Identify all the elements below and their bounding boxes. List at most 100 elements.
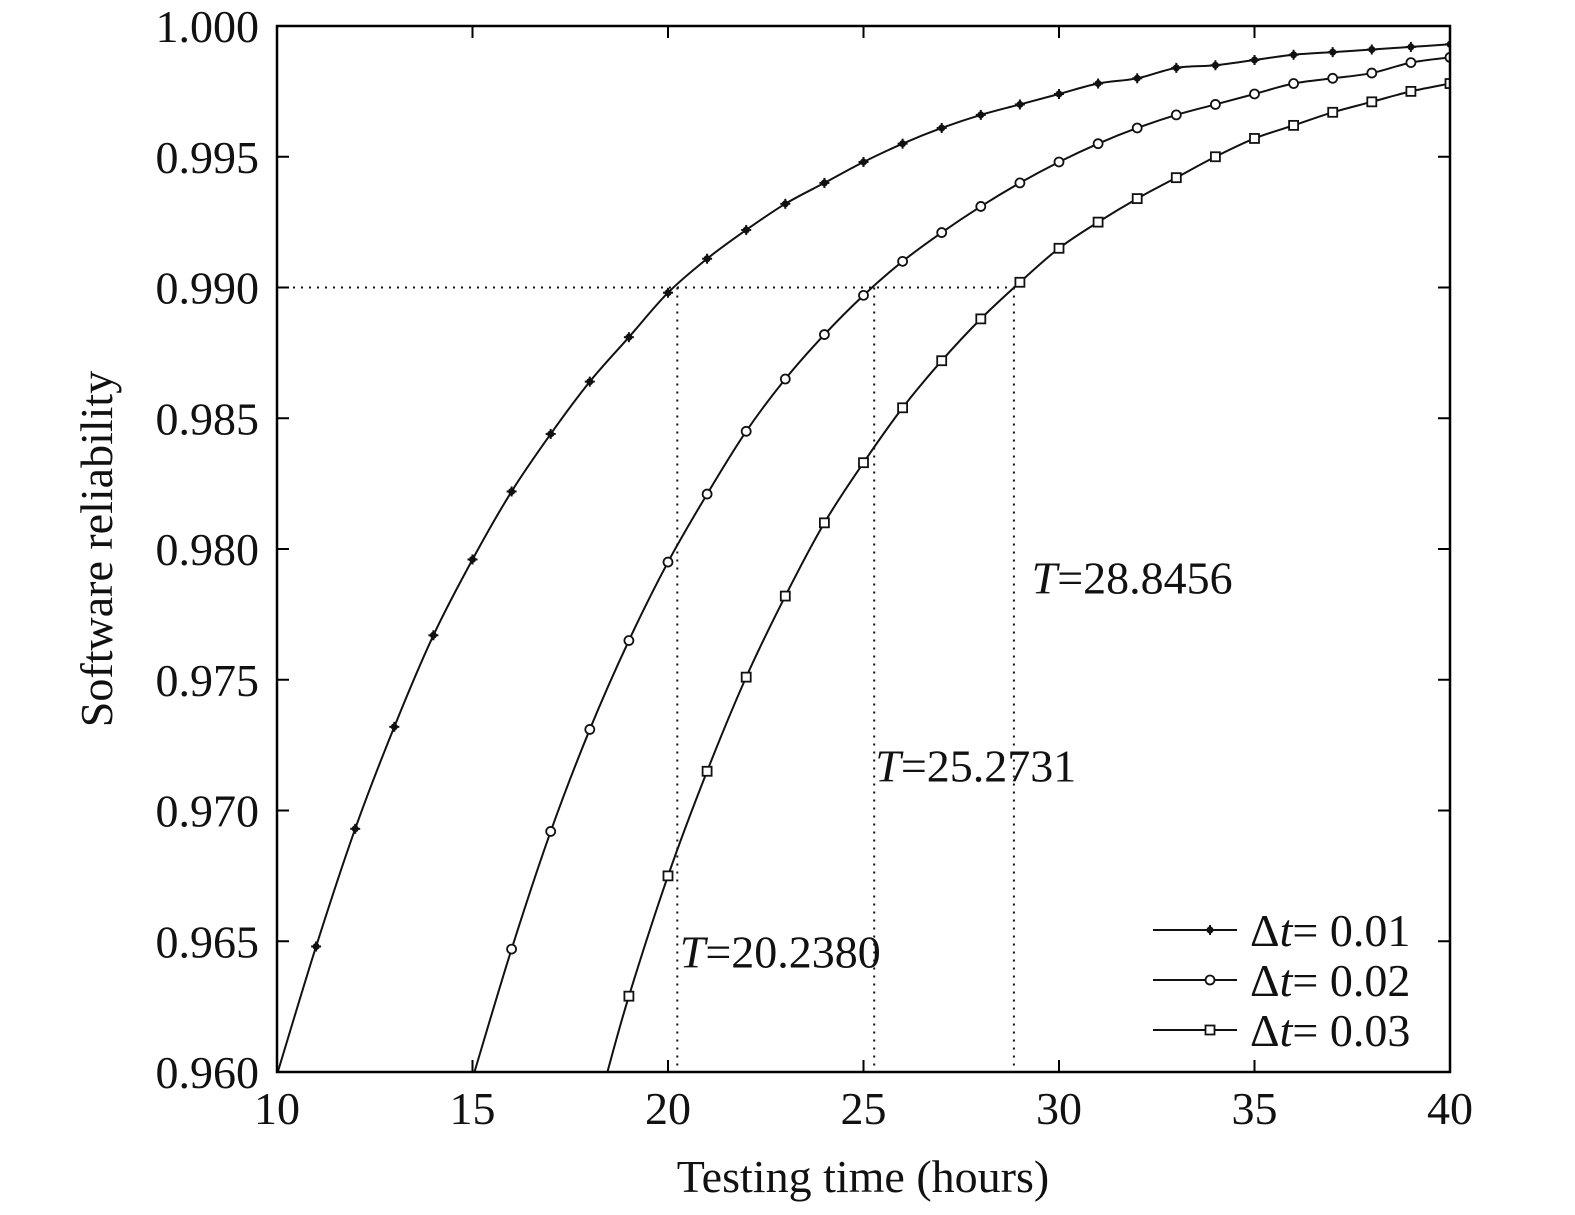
data-point (1327, 106, 1339, 118)
data-point (740, 671, 752, 683)
data-point (1053, 156, 1065, 168)
y-axis-title: Software reliability (71, 371, 122, 727)
reliability-time-annotation: T=25.2731 (875, 741, 1076, 792)
legend-label: Δt= 0.02 (1250, 955, 1410, 1006)
data-point (701, 488, 713, 500)
x-tick-label: 10 (254, 1083, 300, 1134)
data-point (897, 255, 908, 267)
data-point (1204, 1024, 1216, 1036)
annotation-italic: T (680, 926, 709, 977)
data-point (936, 355, 948, 367)
y-tick-label: 0.970 (156, 786, 260, 837)
plot-clip-group (277, 39, 1450, 1072)
y-tick-label: 0.960 (156, 1047, 260, 1098)
data-point (975, 201, 987, 212)
data-point (506, 943, 518, 955)
data-point (662, 556, 674, 568)
data-point (623, 635, 635, 646)
data-point (740, 425, 752, 437)
legend-delta: Δ (1250, 1005, 1280, 1056)
reliability-time-annotation: T=20.2380 (680, 926, 881, 977)
data-point (819, 329, 830, 340)
y-tick-label: 1.000 (156, 1, 260, 52)
series-1 (277, 39, 1450, 1072)
data-point (623, 990, 635, 1002)
data-point (1249, 88, 1260, 100)
data-point (1092, 216, 1104, 228)
y-tick-label: 0.985 (156, 393, 260, 444)
legend-value: = 0.03 (1292, 1005, 1410, 1056)
y-tick-label: 0.990 (156, 263, 260, 314)
annotation-value: =25.2731 (901, 741, 1076, 792)
annotation-italic: T (875, 741, 904, 792)
data-point (1204, 974, 1216, 986)
data-point (1170, 109, 1182, 121)
x-axis-title: Testing time (hours) (677, 1151, 1049, 1202)
annotation-value: =28.8456 (1057, 552, 1232, 603)
y-tick-label: 0.995 (156, 132, 260, 183)
x-tick-label: 40 (1427, 1083, 1473, 1134)
data-point (545, 826, 557, 837)
x-tick-label: 20 (645, 1083, 691, 1134)
legend-italic: t (1280, 905, 1294, 956)
y-tick-label: 0.975 (156, 655, 260, 706)
x-tick-label: 25 (841, 1083, 887, 1134)
y-tick-label: 0.980 (156, 524, 260, 575)
data-point (858, 289, 869, 301)
legend-entry: Δt= 0.03 (1153, 1005, 1410, 1056)
data-point (701, 765, 713, 777)
data-point (1210, 99, 1221, 110)
annotation-value: =20.2380 (705, 926, 880, 977)
legend-value: = 0.02 (1292, 955, 1410, 1006)
data-point (1288, 119, 1299, 131)
data-point (1170, 172, 1182, 184)
annotation-italic: T (1032, 552, 1061, 603)
legend-label: Δt= 0.01 (1250, 905, 1410, 956)
plot-area (277, 39, 1450, 1072)
legend-delta: Δ (1250, 955, 1280, 1006)
y-tick-label: 0.965 (156, 916, 260, 967)
data-point (975, 313, 987, 325)
series-line (473, 56, 1450, 1072)
data-point (1092, 138, 1104, 150)
legend-italic: t (1280, 955, 1294, 1006)
data-point (779, 373, 791, 385)
data-point (1249, 133, 1260, 144)
legend-delta: Δ (1250, 905, 1280, 956)
legend-value: = 0.01 (1292, 905, 1410, 956)
x-tick-label: 30 (1036, 1083, 1082, 1134)
legend-label: Δt= 0.03 (1250, 1005, 1410, 1056)
data-point (1131, 122, 1143, 134)
data-point (1053, 242, 1065, 254)
data-point (1444, 78, 1450, 89)
data-point (1210, 151, 1221, 163)
data-point (779, 590, 791, 602)
data-point (584, 724, 596, 735)
series-3 (606, 78, 1450, 1072)
axis-ticks (276, 25, 1451, 1073)
data-point (1366, 67, 1378, 79)
data-point (1405, 85, 1417, 97)
data-point (1327, 72, 1339, 84)
axis-tick-labels: 10 15 20 25 30 35 40 0.960 0.965 0.970 0.975 0.980 0… (156, 1, 1474, 1134)
legend-entry: Δt= 0.02 (1153, 955, 1410, 1006)
data-point (1288, 78, 1299, 89)
series-2 (473, 51, 1450, 1072)
data-point (1131, 193, 1143, 204)
data-point (1014, 276, 1026, 288)
data-point (1405, 57, 1417, 69)
data-point (662, 870, 674, 882)
x-tick-label: 15 (450, 1083, 496, 1134)
legend-entry: Δt= 0.01 (1153, 905, 1410, 956)
data-point (936, 227, 948, 238)
data-point (1014, 177, 1026, 189)
legend-italic: t (1280, 1005, 1294, 1056)
data-point (1366, 96, 1378, 108)
x-tick-label: 35 (1232, 1083, 1278, 1134)
data-point (897, 402, 908, 414)
reliability-time-annotation: T=28.8456 (1032, 552, 1233, 603)
data-point (858, 457, 869, 469)
